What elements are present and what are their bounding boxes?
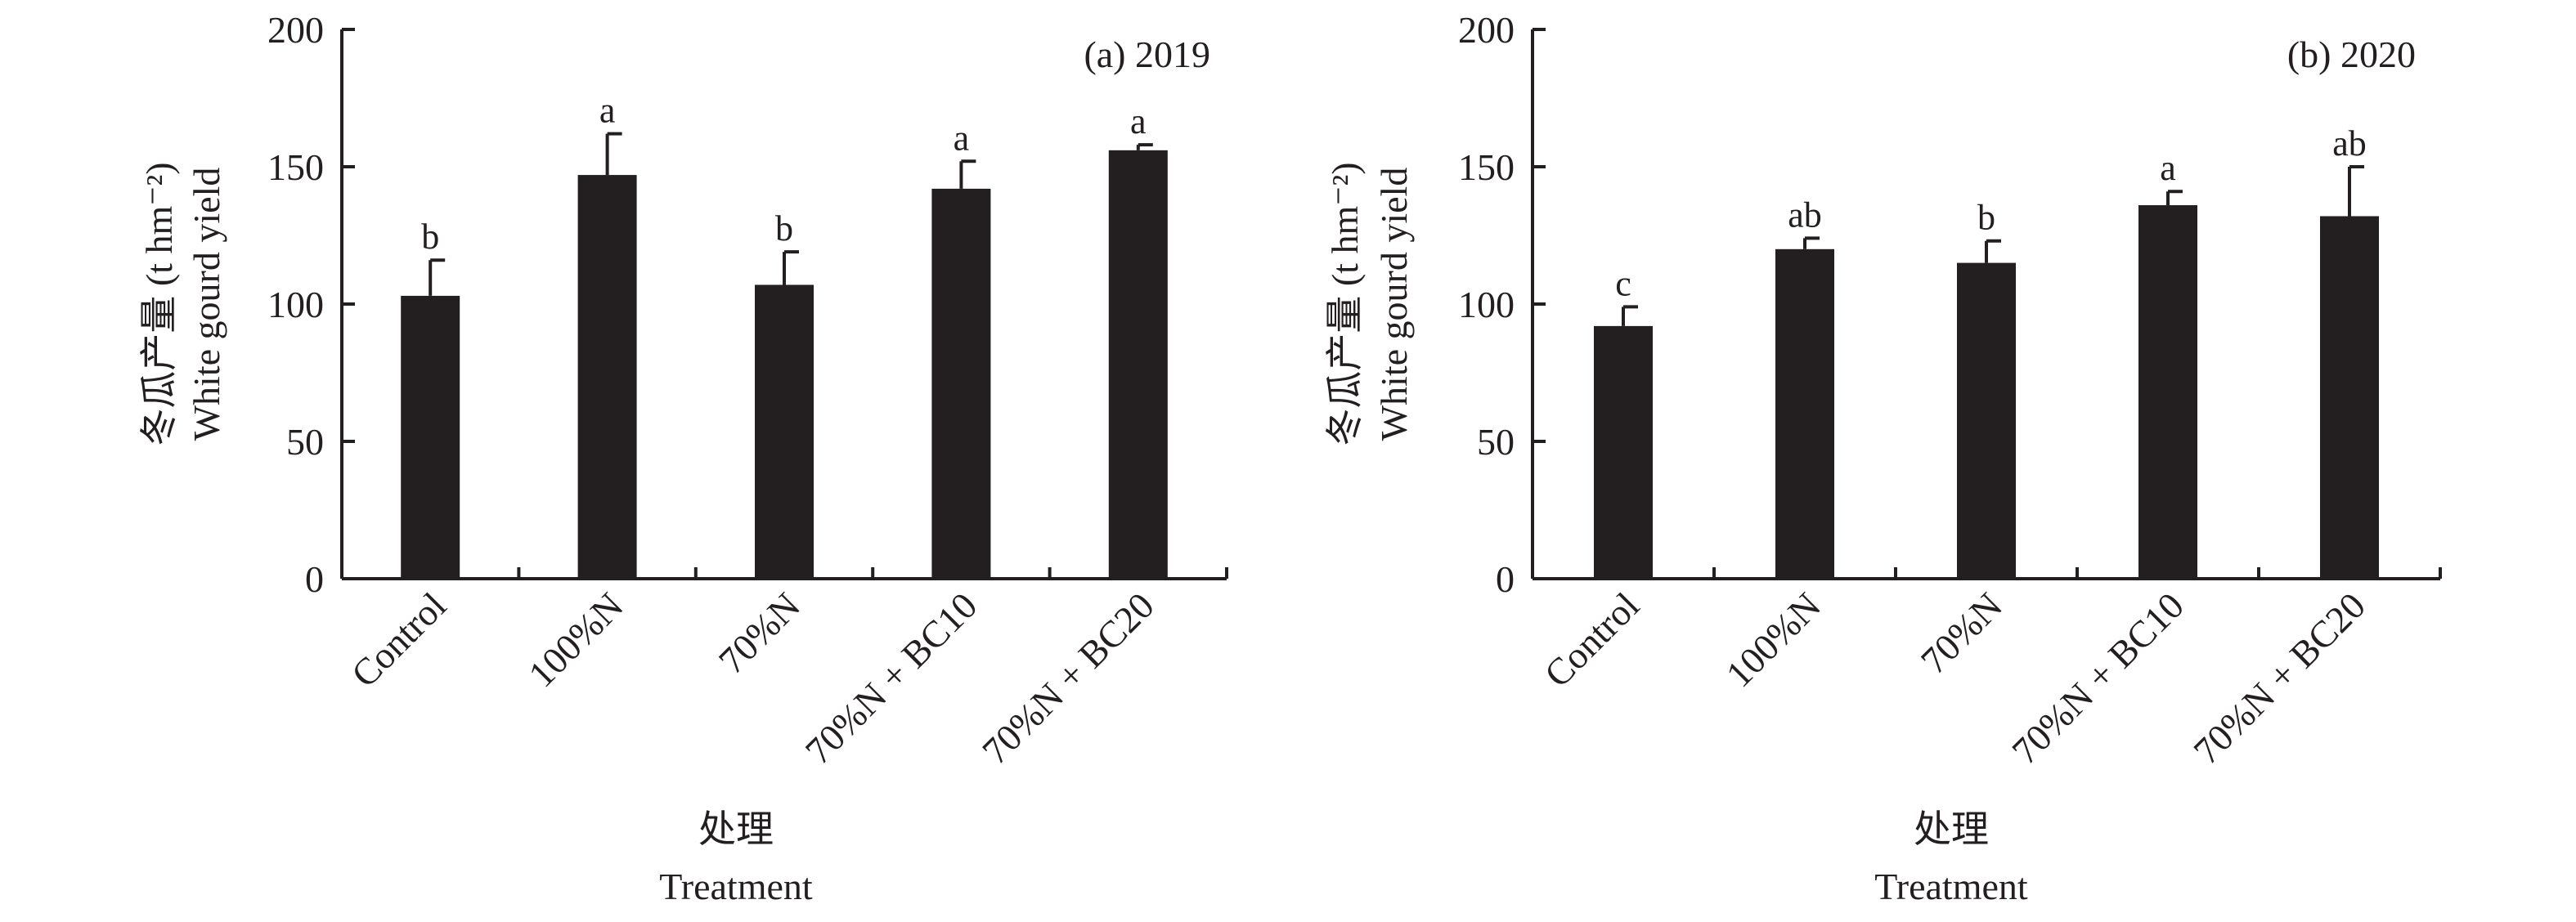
x-tick-label: 100%N — [1718, 584, 1829, 695]
y-tick-label: 200 — [1458, 9, 1515, 51]
x-axis-label-en: Treatment — [1874, 866, 2028, 907]
panel-annotation: (a) 2019 — [1084, 34, 1210, 75]
panel-annotation: (b) 2020 — [2287, 34, 2416, 75]
chart-panel-a: 0 50 100 150 200 b Control a 100%N b 70%N a 70%N + B… — [138, 9, 1228, 907]
bar-100-n — [577, 175, 637, 579]
y-axis-label-en: White gourd yield — [186, 168, 227, 441]
y-tick-label: 200 — [267, 9, 324, 51]
significance-label: ab — [2332, 123, 2367, 163]
bar-70-n-bc10 — [931, 188, 991, 579]
bar-70-n-bc20 — [1108, 150, 1168, 580]
y-axis-label-en: White gourd yield — [1373, 168, 1415, 441]
significance-label: a — [954, 118, 970, 158]
x-tick-label: 70%N — [711, 584, 808, 682]
x-tick-label: Control — [343, 584, 454, 695]
significance-label: b — [1977, 198, 1995, 238]
bar-control — [1594, 325, 1653, 579]
x-tick-label: 70%N + BC10 — [2004, 584, 2192, 772]
y-tick-label: 50 — [286, 421, 324, 463]
y-tick-label: 0 — [305, 558, 324, 600]
significance-label: b — [421, 217, 439, 257]
significance-label: a — [2160, 148, 2176, 188]
x-axis-label-en: Treatment — [659, 866, 813, 907]
x-tick-label: 70%N — [1913, 584, 2010, 682]
x-tick-label: 70%N + BC20 — [2185, 584, 2373, 772]
x-tick-label: 100%N — [520, 584, 631, 695]
significance-label: ab — [1788, 195, 1822, 235]
y-axis-label-cn: 冬瓜产量 (t hm⁻²) — [1324, 162, 1366, 445]
bar-control — [401, 295, 460, 579]
significance-label: a — [599, 91, 616, 131]
significance-label: a — [1130, 101, 1147, 141]
bar-70-n — [1957, 262, 2016, 579]
y-tick-label: 0 — [1496, 558, 1515, 600]
bar-70-n-bc20 — [2320, 216, 2379, 579]
y-tick-label: 150 — [267, 146, 324, 188]
y-tick-label: 50 — [1477, 421, 1515, 463]
y-axis-label-cn: 冬瓜产量 (t hm⁻²) — [138, 162, 180, 445]
y-tick-label: 100 — [267, 284, 324, 325]
significance-label: c — [1615, 263, 1631, 303]
y-tick-label: 100 — [1458, 284, 1515, 325]
x-tick-label: Control — [1537, 584, 1647, 695]
significance-label: b — [775, 208, 793, 248]
x-axis-label-cn: 处理 — [1914, 808, 1989, 850]
x-tick-label: 70%N + BC10 — [797, 584, 985, 772]
bar-70-n — [755, 284, 814, 579]
bar-70-n-bc10 — [2138, 205, 2197, 580]
bar-100-n — [1775, 248, 1834, 579]
x-tick-label: 70%N + BC20 — [974, 584, 1162, 772]
x-axis-label-cn: 处理 — [698, 808, 774, 850]
chart-panel-b: 0 50 100 150 200 c Control ab 100%N b 70%N a 70%N + … — [1324, 9, 2442, 907]
y-tick-label: 150 — [1458, 146, 1515, 188]
